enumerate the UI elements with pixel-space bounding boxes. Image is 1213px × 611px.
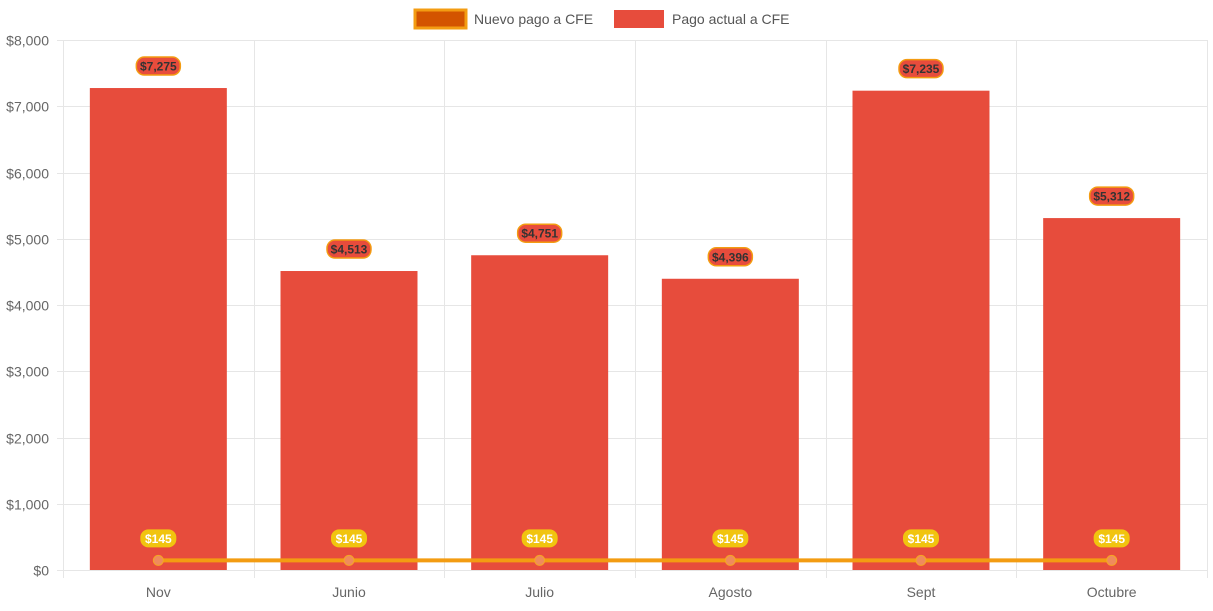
line-value-label: $145 — [526, 532, 553, 546]
y-tick-label: $3,000 — [6, 364, 49, 380]
line-value-label-bg — [521, 529, 558, 548]
bar-value-label: $4,751 — [521, 227, 558, 241]
bar-layer — [89, 88, 1181, 571]
legend: Nuevo pago a CFE Pago actual a CFE — [413, 8, 790, 30]
y-tick-label: $5,000 — [6, 232, 49, 248]
line-value-label: $145 — [1098, 532, 1125, 546]
bar-pago-actual[interactable] — [471, 255, 609, 570]
line-point-nuevo-pago[interactable] — [724, 554, 736, 566]
bar-value-label-bg — [326, 239, 372, 259]
line-point-nuevo-pago[interactable] — [915, 554, 927, 566]
bar-pago-actual[interactable] — [89, 88, 227, 570]
y-tick-label: $7,000 — [6, 99, 49, 115]
legend-swatch-pago-actual — [614, 10, 664, 28]
line-value-label-bg — [712, 529, 749, 548]
x-tick-label: Nov — [146, 584, 171, 600]
bar-value-label-bg — [1088, 186, 1135, 206]
axis-layer: $0 $1,000 $2,000 $3,000 $4,000 $5,000 $6,000 $7… — [6, 33, 1137, 601]
bar-value-label: $7,275 — [140, 60, 177, 74]
y-tick-label: $1,000 — [6, 497, 49, 513]
line-value-label: $145 — [717, 532, 744, 546]
legend-item-pago-actual[interactable]: Pago actual a CFE — [614, 10, 790, 28]
data-label-layer: $7,275 $4,513 $4,751 $4,396 $7,235 $5,312 $145… — [135, 56, 1135, 548]
bar-value-label-bg — [516, 223, 563, 243]
legend-swatch-nuevo-pago — [413, 8, 468, 30]
line-value-label-bg — [331, 529, 367, 548]
y-tick-label: $2,000 — [6, 431, 49, 447]
y-tick-label: $6,000 — [6, 166, 49, 182]
line-layer — [152, 554, 1118, 566]
bar-pago-actual[interactable] — [661, 278, 799, 570]
x-tick-label: Octubre — [1087, 584, 1137, 600]
line-value-label-bg — [140, 529, 177, 548]
line-value-label: $145 — [336, 532, 363, 546]
bar-value-label-bg — [135, 56, 182, 76]
bar-pago-actual[interactable] — [852, 90, 990, 571]
line-point-nuevo-pago[interactable] — [1106, 554, 1118, 566]
x-tick-label: Junio — [332, 584, 366, 600]
line-point-nuevo-pago[interactable] — [343, 554, 355, 566]
y-tick-label: $8,000 — [6, 33, 49, 49]
y-tick-label: $0 — [33, 563, 49, 579]
bar-value-label: $4,513 — [331, 243, 368, 257]
line-point-nuevo-pago[interactable] — [152, 554, 164, 566]
x-tick-label: Julio — [525, 584, 554, 600]
bar-pago-actual[interactable] — [280, 271, 418, 570]
line-value-label-bg — [1093, 529, 1130, 548]
bar-value-label-bg — [707, 247, 754, 267]
bar-pago-actual[interactable] — [1043, 218, 1181, 570]
line-value-label: $145 — [908, 532, 935, 546]
grid-layer — [57, 40, 1208, 578]
line-value-label: $145 — [145, 532, 172, 546]
line-point-nuevo-pago[interactable] — [534, 554, 546, 566]
x-tick-label: Agosto — [709, 584, 753, 600]
bar-value-label-bg — [898, 58, 944, 79]
legend-label-pago-actual: Pago actual a CFE — [672, 11, 790, 27]
line-value-label-bg — [903, 529, 939, 548]
bar-value-label: $4,396 — [712, 250, 749, 264]
legend-label-nuevo-pago: Nuevo pago a CFE — [474, 11, 593, 27]
legend-item-nuevo-pago[interactable]: Nuevo pago a CFE — [413, 8, 593, 30]
x-tick-label: Sept — [907, 584, 936, 600]
bar-value-label: $7,235 — [903, 62, 940, 76]
bar-value-label: $5,312 — [1093, 190, 1130, 204]
y-tick-label: $4,000 — [6, 298, 49, 314]
